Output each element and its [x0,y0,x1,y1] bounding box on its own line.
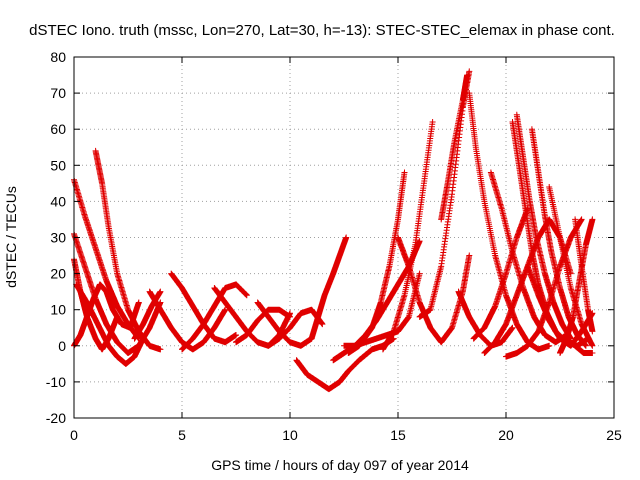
data-point-markers [73,281,147,367]
series-sat-26 [470,205,531,342]
series-sat-16 [308,234,350,342]
data-point-markers [524,263,596,349]
series-sat-20 [379,119,436,353]
data-point-markers [470,205,531,342]
series-sat-23 [438,72,471,223]
y-tick-label: 60 [50,121,66,137]
x-tick-label: 25 [606,427,622,443]
data-point-markers [438,72,471,223]
x-tick-label: 20 [498,427,514,443]
x-axis-label: GPS time / hours of day 097 of year 2014 [211,457,469,473]
y-tick-label: -10 [46,374,66,390]
y-tick-label: 50 [50,157,66,173]
data-point-markers [146,288,229,353]
series-sat-08 [146,288,229,353]
x-tick-label: 15 [390,427,406,443]
x-tick-label: 10 [282,427,298,443]
data-point-markers [308,234,350,342]
series-sat-06 [92,147,164,353]
data-point-markers [168,270,239,346]
data-point-markers [563,335,596,356]
y-tick-label: 30 [50,230,66,246]
y-tick-label: 10 [50,302,66,318]
data-point-markers [92,147,164,353]
series-sat-37 [563,335,596,356]
y-axis-label: dSTEC / TECUs [3,186,19,288]
y-tick-label: -20 [46,410,66,426]
y-tick-label: 0 [58,338,66,354]
chart-title: dSTEC Iono. truth (mssc, Lon=270, Lat=30… [29,22,615,39]
series-sat-36 [524,263,596,349]
series-sat-05 [73,281,147,367]
data-point-markers [379,119,436,353]
series-sat-10 [179,281,250,353]
y-tick-label: 80 [50,49,66,65]
y-tick-label: 70 [50,85,66,101]
y-tick-label: 20 [50,266,66,282]
axes: 0 5 10 15 20 25 -20 -10 0 10 20 30 40 50 60 70 80 [46,49,622,443]
data-series [71,68,596,393]
data-point-markers [179,281,250,353]
series-sat-09 [168,270,239,346]
y-tick-label: 40 [50,193,66,209]
x-tick-label: 0 [70,427,78,443]
x-tick-label: 5 [178,427,186,443]
